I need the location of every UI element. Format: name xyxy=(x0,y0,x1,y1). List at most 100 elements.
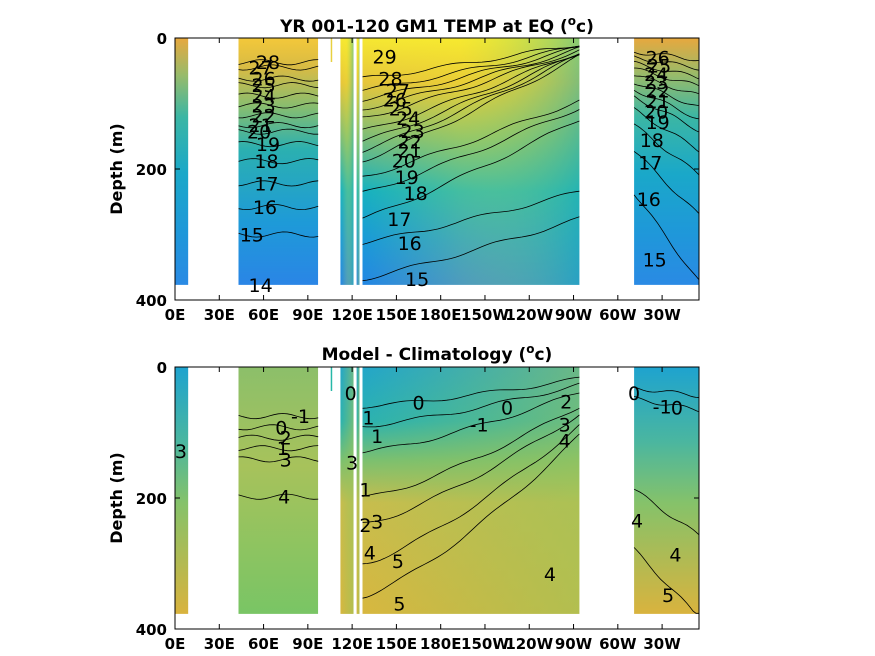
contour-line xyxy=(238,231,319,238)
contour-label: 20 xyxy=(247,122,271,144)
contour-line xyxy=(633,55,699,71)
contour-label: 22 xyxy=(252,105,276,127)
y-tick-label: 400 xyxy=(136,621,167,639)
contour-label: 29 xyxy=(373,46,397,68)
contour-label: 18 xyxy=(404,183,428,205)
contour-label: 4 xyxy=(364,542,376,564)
missing-data-gap xyxy=(353,38,357,300)
temperature-title: YR 001-120 GM1 TEMP at EQ (oc) xyxy=(279,14,594,37)
x-tick-label: 180E xyxy=(420,306,462,324)
contour-line xyxy=(238,158,319,165)
difference-title-tail: c) xyxy=(534,345,552,365)
ocean-sector-shading xyxy=(362,38,580,285)
contour-label: 0 xyxy=(412,392,424,414)
contour-line xyxy=(633,151,699,214)
contour-line xyxy=(238,82,319,89)
temperature-contour-lines xyxy=(238,38,699,282)
y-tick-label: 200 xyxy=(136,490,167,508)
temperature-title-main: YR 001-120 GM1 TEMP at EQ ( xyxy=(279,17,568,37)
contour-label: 2 xyxy=(359,515,371,537)
contour-line xyxy=(633,547,699,614)
contour-line xyxy=(634,67,699,87)
contour-label: 4 xyxy=(669,544,681,566)
x-tick-label: 180E xyxy=(420,635,462,653)
contour-label: 23 xyxy=(644,72,668,94)
contour-line xyxy=(633,488,699,536)
contour-line xyxy=(362,45,580,78)
missing-data-gap xyxy=(353,367,357,629)
contour-label: 19 xyxy=(256,134,280,156)
missing-data-bottom xyxy=(175,284,699,300)
contour-line xyxy=(362,45,580,102)
contour-label: 22 xyxy=(646,80,670,102)
ocean-sector-shading xyxy=(356,38,360,285)
contour-label: 0 xyxy=(345,383,357,405)
contour-label: 21 xyxy=(249,115,273,137)
contour-line xyxy=(238,75,319,82)
contour-label: 4 xyxy=(559,430,571,452)
missing-data-gap xyxy=(188,367,239,629)
contour-label: 25 xyxy=(647,56,671,78)
temperature-title-tail: c) xyxy=(576,17,594,37)
contour-line xyxy=(238,203,319,211)
contour-line xyxy=(633,51,699,62)
difference-title: Model - Climatology (oc) xyxy=(322,342,553,365)
contour-line xyxy=(633,83,699,106)
contour-line xyxy=(362,424,580,565)
contour-label: 4 xyxy=(631,510,643,532)
contour-line xyxy=(362,53,580,153)
ocean-sector-fill xyxy=(175,38,189,285)
contour-label: 17 xyxy=(638,152,662,174)
contour-line xyxy=(238,141,319,148)
contour-label: 2 xyxy=(280,428,292,450)
contour-line xyxy=(362,99,580,177)
x-tick-label: 120E xyxy=(331,306,373,324)
ocean-sector-shading xyxy=(340,367,354,614)
contour-label: 20 xyxy=(644,101,668,123)
contour-line xyxy=(238,493,319,500)
ocean-sector-fill xyxy=(634,367,699,614)
contour-line xyxy=(362,433,580,599)
contour-label: 16 xyxy=(637,189,661,211)
contour-label: 18 xyxy=(254,151,278,173)
contour-label: 4 xyxy=(278,487,290,509)
missing-data-gap xyxy=(188,38,239,300)
contour-label: 15 xyxy=(643,249,667,271)
x-tick-label: 90W xyxy=(555,306,593,324)
contour-label: 22 xyxy=(398,132,422,154)
x-tick-label: 60E xyxy=(248,306,279,324)
contour-line xyxy=(633,89,699,120)
missing-data-gap xyxy=(579,367,635,629)
y-tick-label: 0 xyxy=(157,359,167,377)
contour-label: 0 xyxy=(628,383,640,405)
contour-label: 5 xyxy=(392,551,404,573)
missing-data-bottom xyxy=(175,613,699,629)
contour-label: 19 xyxy=(395,167,419,189)
y-tick-label: 0 xyxy=(157,30,167,48)
x-tick-label: 120W xyxy=(505,306,553,324)
contour-label: 3 xyxy=(559,415,571,437)
contour-line xyxy=(634,396,699,413)
contour-line xyxy=(362,46,580,111)
difference-color-field xyxy=(175,367,699,629)
contour-label: 0 xyxy=(275,417,287,439)
x-tick-label: 0E xyxy=(165,306,186,324)
contour-label: 28 xyxy=(256,52,280,74)
ocean-sector-shading xyxy=(340,38,354,285)
x-tick-label: 120W xyxy=(505,635,553,653)
ocean-sector-fill xyxy=(238,38,319,285)
x-tick-label: 90E xyxy=(292,306,323,324)
contour-label: 17 xyxy=(254,173,278,195)
temperature-panel: 2827262524232221201918171615142928272625… xyxy=(107,14,700,324)
contour-line xyxy=(633,123,699,176)
contour-label: 21 xyxy=(398,141,422,163)
contour-line xyxy=(633,386,699,399)
ocean-sector-fill xyxy=(175,367,189,614)
contour-label: 25 xyxy=(252,75,276,97)
contour-label: 14 xyxy=(249,275,273,297)
contour-label: 23 xyxy=(401,121,425,143)
